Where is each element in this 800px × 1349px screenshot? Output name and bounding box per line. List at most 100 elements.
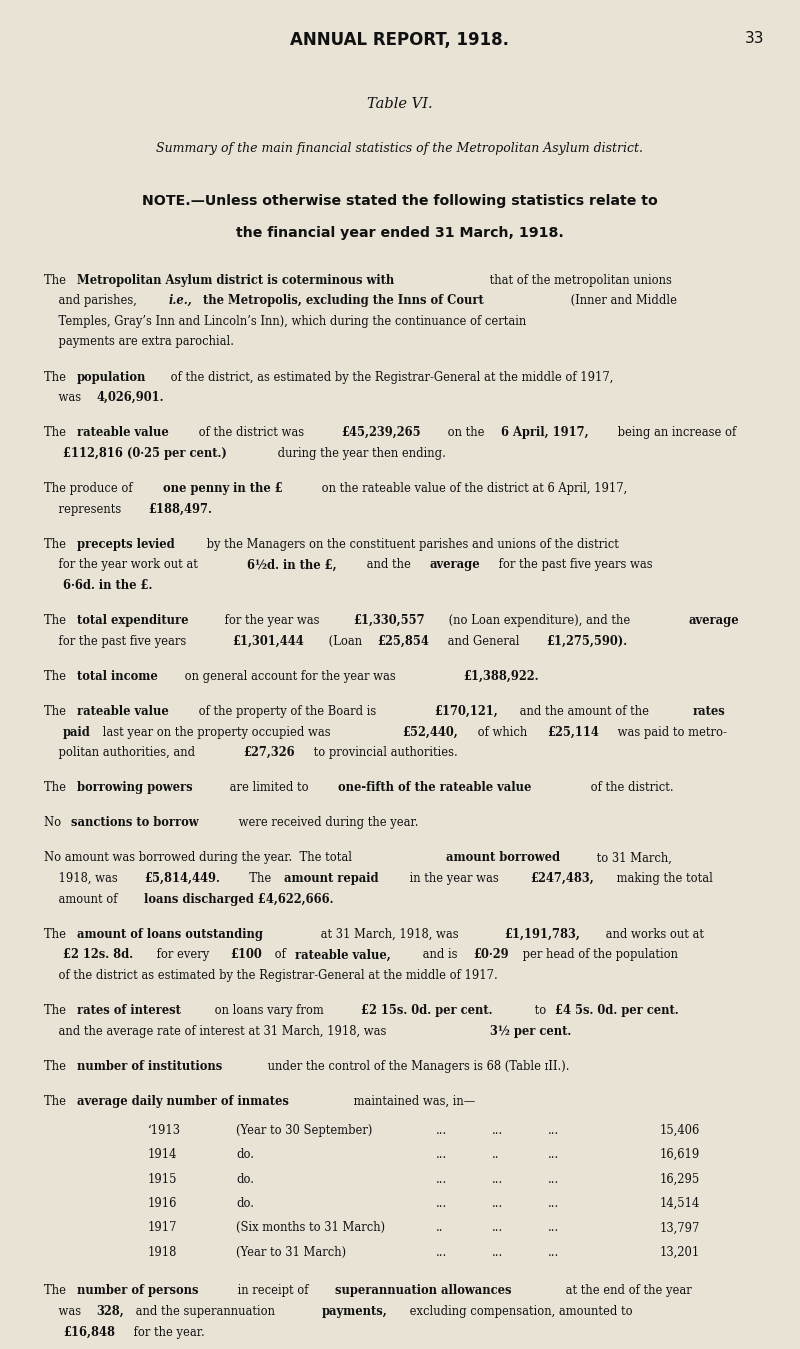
- Text: average daily number of inmates: average daily number of inmates: [77, 1095, 289, 1108]
- Text: £188,497.: £188,497.: [148, 503, 212, 515]
- Text: £4 5s. 0d. per cent.: £4 5s. 0d. per cent.: [555, 1004, 679, 1017]
- Text: in receipt of: in receipt of: [234, 1284, 312, 1298]
- Text: to provincial authorities.: to provincial authorities.: [310, 746, 458, 759]
- Text: ...: ...: [548, 1245, 559, 1259]
- Text: ...: ...: [548, 1197, 559, 1210]
- Text: on general account for the year was: on general account for the year was: [182, 670, 400, 683]
- Text: amount of: amount of: [44, 893, 121, 905]
- Text: 15,406: 15,406: [660, 1124, 700, 1137]
- Text: The: The: [44, 706, 70, 718]
- Text: 4,026,901.: 4,026,901.: [97, 391, 164, 405]
- Text: £1,275,590).: £1,275,590).: [546, 635, 627, 648]
- Text: (Year to 31 March): (Year to 31 March): [236, 1245, 346, 1259]
- Text: of the district was: of the district was: [195, 426, 308, 440]
- Text: at 31 March, 1918, was: at 31 March, 1918, was: [317, 928, 462, 940]
- Text: was: was: [44, 1304, 85, 1318]
- Text: £100: £100: [230, 948, 262, 962]
- Text: do.: do.: [236, 1148, 254, 1161]
- Text: The: The: [44, 928, 70, 940]
- Text: being an increase of: being an increase of: [614, 426, 736, 440]
- Text: and the superannuation: and the superannuation: [132, 1304, 279, 1318]
- Text: under the control of the Managers is 68 (Table ɪII.).: under the control of the Managers is 68 …: [265, 1060, 570, 1072]
- Text: superannuation allowances: superannuation allowances: [334, 1284, 511, 1298]
- Text: Summary of the main financial statistics of the Metropolitan Asylum district.: Summary of the main financial statistics…: [157, 143, 643, 155]
- Text: and is: and is: [419, 948, 461, 962]
- Text: 14,514: 14,514: [660, 1197, 700, 1210]
- Text: ...: ...: [436, 1124, 447, 1137]
- Text: sanctions to borrow: sanctions to borrow: [70, 816, 198, 830]
- Text: one penny in the £: one penny in the £: [163, 482, 282, 495]
- Text: one-fifth of the rateable value: one-fifth of the rateable value: [338, 781, 531, 795]
- Text: 13,201: 13,201: [660, 1245, 700, 1259]
- Text: 1918, was: 1918, was: [44, 871, 122, 885]
- Text: total income: total income: [77, 670, 158, 683]
- Text: The: The: [44, 1095, 70, 1108]
- Text: ...: ...: [436, 1245, 447, 1259]
- Text: 328,: 328,: [97, 1304, 124, 1318]
- Text: The: The: [44, 426, 70, 440]
- Text: of the district.: of the district.: [587, 781, 674, 795]
- Text: the Metropolis, excluding the Inns of Court: the Metropolis, excluding the Inns of Co…: [199, 294, 484, 308]
- Text: Metropolitan Asylum district is coterminous with: Metropolitan Asylum district is cotermin…: [77, 274, 394, 286]
- Text: was: was: [44, 391, 85, 405]
- Text: £1,330,557: £1,330,557: [353, 614, 424, 627]
- Text: of the property of the Board is: of the property of the Board is: [195, 706, 380, 718]
- Text: that of the metropolitan unions: that of the metropolitan unions: [486, 274, 672, 286]
- Text: and the amount of the: and the amount of the: [516, 706, 653, 718]
- Text: £52,440,: £52,440,: [402, 726, 458, 738]
- Text: ANNUAL REPORT, 1918.: ANNUAL REPORT, 1918.: [290, 31, 510, 49]
- Text: last year on the property occupied was: last year on the property occupied was: [98, 726, 334, 738]
- Text: amount of loans outstanding: amount of loans outstanding: [77, 928, 263, 940]
- Text: maintained was, in—: maintained was, in—: [350, 1095, 476, 1108]
- Text: during the year then ending.: during the year then ending.: [274, 447, 446, 460]
- Text: and the average rate of interest at 31 March, 1918, was: and the average rate of interest at 31 M…: [44, 1025, 390, 1037]
- Text: of the district, as estimated by the Registrar-General at the middle of 1917,: of the district, as estimated by the Reg…: [166, 371, 613, 383]
- Text: were received during the year.: were received during the year.: [235, 816, 419, 830]
- Text: population: population: [77, 371, 146, 383]
- Text: precepts levied: precepts levied: [77, 538, 175, 550]
- Text: ...: ...: [492, 1172, 503, 1186]
- Text: 1916: 1916: [148, 1197, 178, 1210]
- Text: (no Loan expenditure), and the: (no Loan expenditure), and the: [445, 614, 634, 627]
- Text: borrowing powers: borrowing powers: [77, 781, 193, 795]
- Text: to: to: [531, 1004, 550, 1017]
- Text: average: average: [689, 614, 739, 627]
- Text: for the year was: for the year was: [221, 614, 323, 627]
- Text: 6·6d. in the £.: 6·6d. in the £.: [62, 579, 152, 592]
- Text: ...: ...: [436, 1197, 447, 1210]
- Text: do.: do.: [236, 1172, 254, 1186]
- Text: payments,: payments,: [322, 1304, 387, 1318]
- Text: 33: 33: [745, 31, 764, 46]
- Text: £5,814,449.: £5,814,449.: [144, 871, 220, 885]
- Text: represents: represents: [44, 503, 125, 515]
- Text: rateable value: rateable value: [77, 706, 169, 718]
- Text: Table VI.: Table VI.: [367, 97, 433, 111]
- Text: 1918: 1918: [148, 1245, 178, 1259]
- Text: The: The: [242, 871, 274, 885]
- Text: and General: and General: [444, 635, 523, 648]
- Text: rates of interest: rates of interest: [77, 1004, 181, 1017]
- Text: 16,619: 16,619: [660, 1148, 700, 1161]
- Text: The: The: [44, 538, 70, 550]
- Text: and works out at: and works out at: [602, 928, 704, 940]
- Text: are limited to: are limited to: [226, 781, 313, 795]
- Text: The produce of: The produce of: [44, 482, 136, 495]
- Text: The: The: [44, 1284, 70, 1298]
- Text: £45,239,265: £45,239,265: [341, 426, 421, 440]
- Text: ‘1913: ‘1913: [148, 1124, 181, 1137]
- Text: £1,301,444: £1,301,444: [232, 635, 304, 648]
- Text: 3½ per cent.: 3½ per cent.: [490, 1025, 572, 1037]
- Text: The: The: [44, 1060, 70, 1072]
- Text: in the year was: in the year was: [406, 871, 502, 885]
- Text: 13,797: 13,797: [660, 1221, 700, 1234]
- Text: ...: ...: [548, 1221, 559, 1234]
- Text: The: The: [44, 614, 70, 627]
- Text: 1915: 1915: [148, 1172, 178, 1186]
- Text: The: The: [44, 1004, 70, 1017]
- Text: making the total: making the total: [613, 871, 713, 885]
- Text: £247,483,: £247,483,: [530, 871, 594, 885]
- Text: 1917: 1917: [148, 1221, 178, 1234]
- Text: of: of: [271, 948, 290, 962]
- Text: £170,121,: £170,121,: [434, 706, 498, 718]
- Text: £16,848: £16,848: [62, 1326, 114, 1338]
